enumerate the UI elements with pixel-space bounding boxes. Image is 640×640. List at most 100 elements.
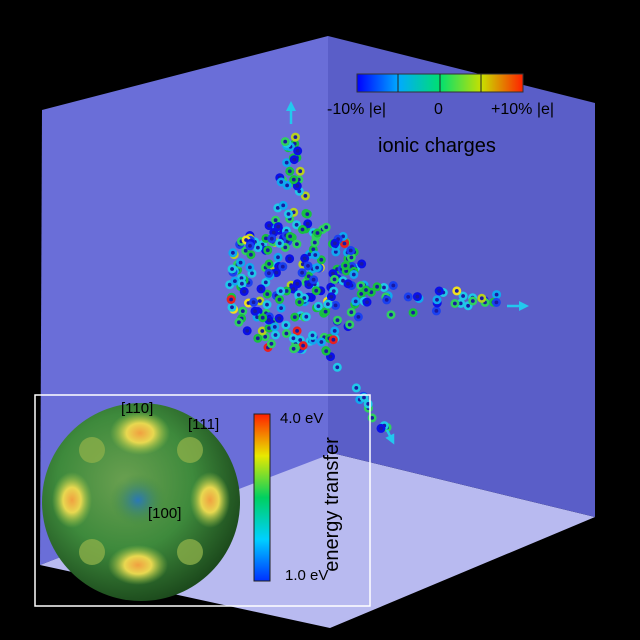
atom-marker <box>297 268 307 278</box>
atom-marker <box>282 180 292 190</box>
direction-label-100: [100] <box>148 505 182 522</box>
energy-inset <box>34 394 371 607</box>
atom-marker <box>491 297 501 307</box>
charge-colorbar-title: ionic charges <box>378 135 496 157</box>
atom-marker <box>264 259 274 269</box>
atom-marker <box>294 297 304 307</box>
atom-marker <box>351 383 361 393</box>
atom-marker <box>339 239 349 249</box>
atom-marker <box>276 303 286 313</box>
atom-marker <box>281 320 291 330</box>
atom-marker <box>310 238 320 248</box>
atom-marker <box>293 146 303 156</box>
atom-marker <box>274 294 284 304</box>
atom-marker <box>227 264 237 274</box>
atom-marker <box>292 279 302 289</box>
atom-marker <box>270 330 280 340</box>
atom-marker <box>281 328 291 338</box>
atom-marker <box>297 225 307 235</box>
direction-label-111: [111] <box>188 416 220 433</box>
atom-marker <box>239 286 249 296</box>
atom-marker <box>238 306 248 316</box>
atom-marker <box>289 175 299 185</box>
atom-marker <box>362 297 372 307</box>
atom-marker <box>300 253 310 263</box>
atom-marker <box>321 222 331 232</box>
atom-marker <box>321 307 331 317</box>
atom-marker <box>280 242 290 252</box>
atom-marker <box>234 317 244 327</box>
atom-marker <box>302 209 312 219</box>
atom-marker <box>353 312 363 322</box>
atom-marker <box>292 326 302 336</box>
atom-marker <box>249 297 259 307</box>
atom-marker <box>313 301 323 311</box>
atom-marker <box>379 282 389 292</box>
atom-marker <box>263 245 273 255</box>
atom-marker <box>309 275 319 285</box>
atom-marker <box>346 307 356 317</box>
atom-marker <box>382 295 392 305</box>
atom-marker <box>262 289 272 299</box>
atom-marker <box>278 200 288 210</box>
atom-marker <box>261 277 271 287</box>
atom-marker <box>321 346 331 356</box>
atom-marker <box>282 158 292 168</box>
direction-label-110: [110] <box>121 400 154 417</box>
atom-marker <box>357 259 367 269</box>
atom-marker <box>388 280 398 290</box>
atom-marker <box>343 279 353 289</box>
charge-colorbar <box>356 73 524 93</box>
charge-min-label: -10% |e| <box>327 101 387 118</box>
atom-marker <box>351 296 361 306</box>
atom-marker <box>323 299 333 309</box>
atom-marker <box>304 280 314 290</box>
atom-marker <box>303 219 313 229</box>
atom-marker <box>295 166 305 176</box>
atom-marker <box>292 239 302 249</box>
atom-marker <box>408 308 418 318</box>
atom-marker <box>477 293 487 303</box>
atom-marker <box>273 222 283 232</box>
atom-marker <box>492 290 502 300</box>
atom-marker <box>264 268 274 278</box>
atom-marker <box>285 166 295 176</box>
atom-marker <box>434 286 444 296</box>
atom-marker <box>262 300 272 310</box>
atom-marker <box>331 300 341 310</box>
atom-marker <box>312 228 322 238</box>
atom-marker <box>458 291 468 301</box>
atom-marker <box>346 253 356 263</box>
atom-marker <box>292 181 302 191</box>
atom-marker <box>412 292 422 302</box>
atom-marker <box>289 344 299 354</box>
atom-marker <box>332 362 342 372</box>
atom-marker <box>349 269 359 279</box>
atom-marker <box>330 238 340 248</box>
atom-marker <box>403 292 413 302</box>
atom-marker <box>328 335 338 345</box>
energy-max-label: 4.0 eV <box>280 410 324 427</box>
atom-marker <box>298 341 308 351</box>
atom-marker <box>253 243 263 253</box>
atom-marker <box>246 250 256 260</box>
atom-marker <box>386 310 396 320</box>
inset-frame <box>34 394 371 607</box>
atom-marker <box>236 258 246 268</box>
atom-marker <box>316 337 326 347</box>
atom-marker <box>340 261 350 271</box>
atom-marker <box>288 333 298 343</box>
atom-marker <box>283 209 293 219</box>
atom-marker <box>242 326 252 336</box>
atom-marker <box>311 286 321 296</box>
energy-min-label: 1.0 eV <box>285 567 329 584</box>
atom-marker <box>270 322 280 332</box>
atom-marker <box>332 315 342 325</box>
atom-marker <box>330 326 340 336</box>
atom-marker <box>316 255 326 265</box>
atom-marker <box>376 423 386 433</box>
atom-marker <box>273 252 283 262</box>
atom-marker <box>356 281 366 291</box>
atom-marker <box>285 231 295 241</box>
atom-marker <box>301 312 311 322</box>
